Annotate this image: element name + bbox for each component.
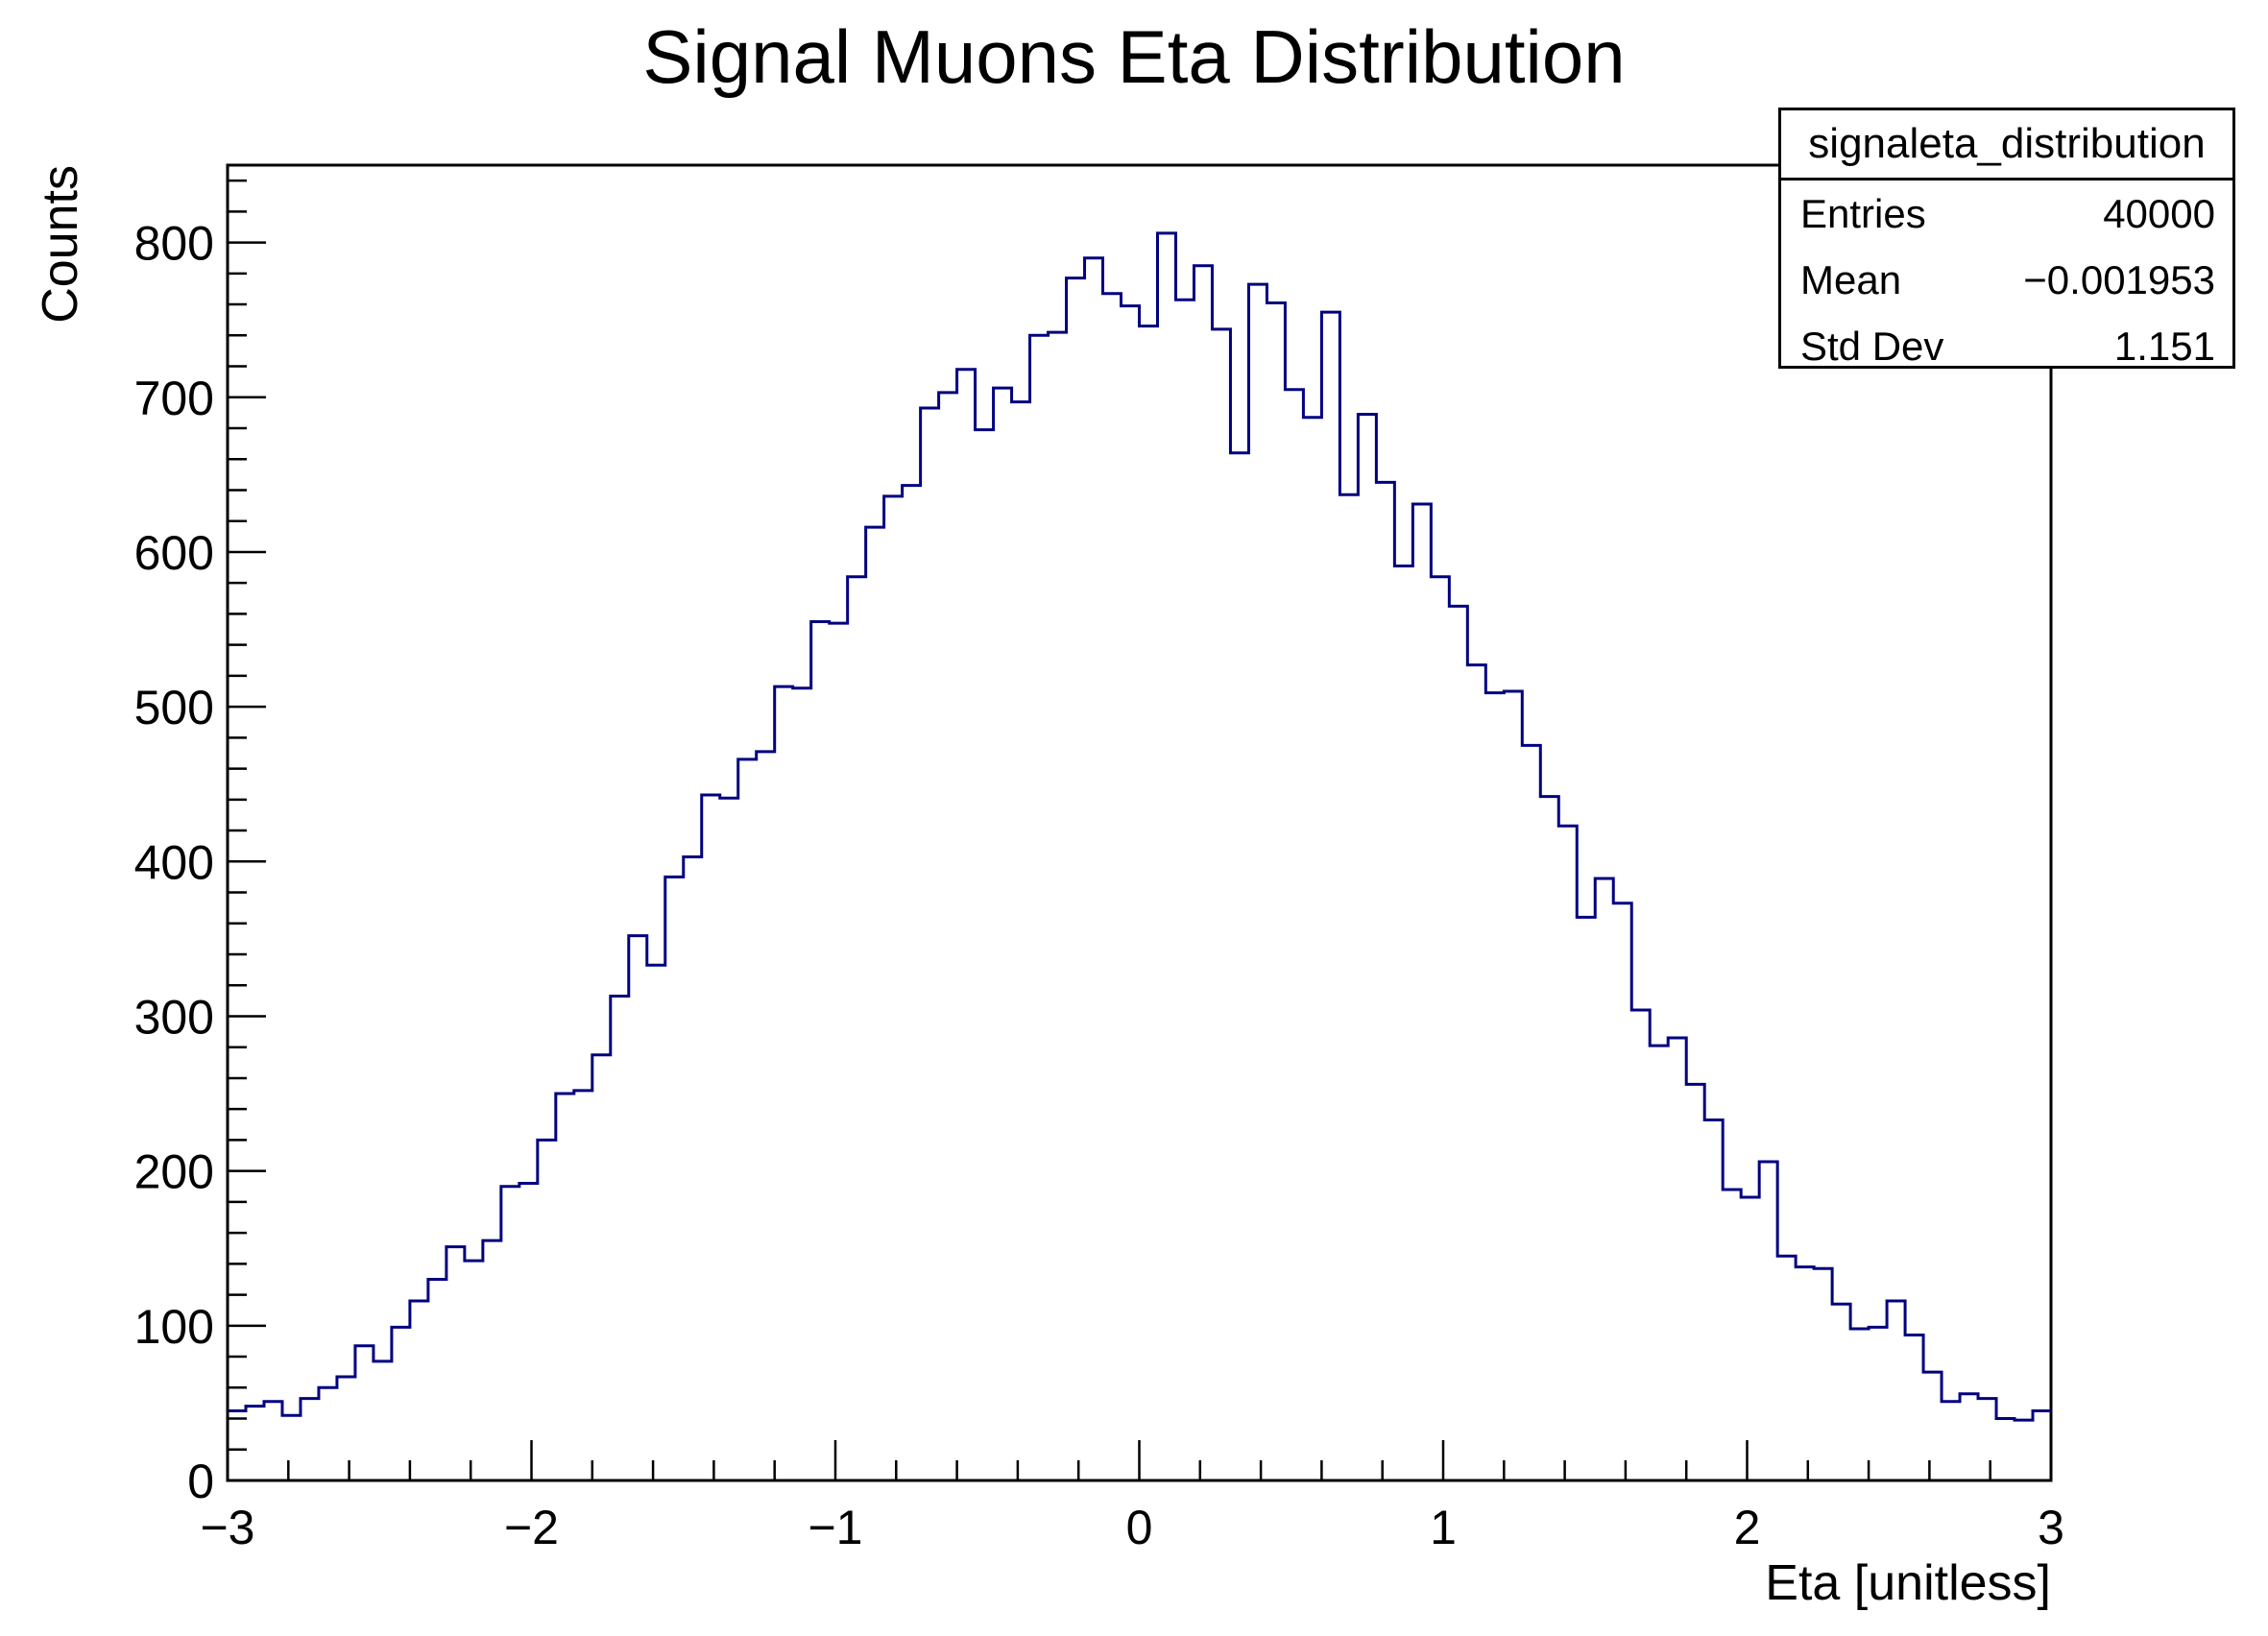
stats-box-name: signaleta_distribution [1781, 110, 2232, 180]
y-tick-label: 100 [134, 1300, 214, 1354]
stats-row-entries: Entries 40000 [1781, 180, 2232, 247]
x-tick-label: 2 [1734, 1501, 1761, 1554]
y-tick-label: 400 [134, 835, 214, 889]
x-tick-label: −3 [200, 1501, 254, 1554]
std-label: Std Dev [1800, 324, 1944, 369]
y-tick-label: 300 [134, 990, 214, 1044]
std-value: 1.151 [2113, 324, 2215, 369]
x-axis-label: Eta [unitless] [1765, 1555, 2051, 1611]
y-tick-label: 800 [134, 217, 214, 271]
chart-title: Signal Muons Eta Distribution [642, 14, 1626, 99]
x-tick-label: −2 [504, 1501, 559, 1554]
stats-row-mean: Mean −0.001953 [1781, 247, 2232, 313]
histogram-step-line [228, 231, 2051, 1422]
stats-box: signaleta_distribution Entries 40000 Mea… [1778, 108, 2235, 369]
mean-value: −0.001953 [2023, 257, 2215, 302]
entries-label: Entries [1800, 191, 1926, 236]
x-tick-label: 3 [2038, 1501, 2064, 1554]
y-tick-label: 0 [187, 1455, 214, 1508]
x-tick-label: −1 [808, 1501, 862, 1554]
x-tick-label: 1 [1430, 1501, 1457, 1554]
y-tick-label: 200 [134, 1145, 214, 1199]
y-tick-label: 700 [134, 372, 214, 425]
y-tick-label: 500 [134, 681, 214, 734]
entries-value: 40000 [2103, 191, 2215, 236]
y-axis-label: Counts [33, 165, 88, 324]
mean-label: Mean [1800, 257, 1902, 302]
stats-row-std: Std Dev 1.151 [1781, 313, 2232, 379]
x-tick-label: 0 [1126, 1501, 1153, 1554]
y-tick-label: 600 [134, 526, 214, 580]
